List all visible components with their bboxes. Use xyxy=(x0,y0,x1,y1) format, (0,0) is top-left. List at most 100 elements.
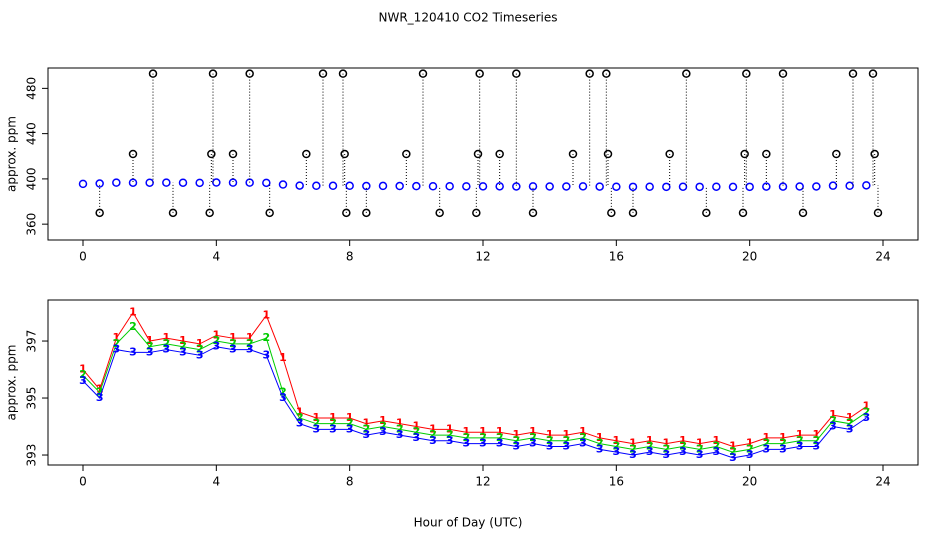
data-point xyxy=(475,69,484,78)
data-marker: 3 xyxy=(729,451,737,464)
data-point xyxy=(678,182,688,191)
data-marker: 3 xyxy=(513,439,521,452)
data-marker: 2 xyxy=(263,331,271,344)
data-marker: 1 xyxy=(629,437,637,450)
data-point xyxy=(495,149,504,159)
data-point xyxy=(128,178,138,187)
data-point xyxy=(578,182,588,191)
data-point xyxy=(528,208,538,218)
plot-area xyxy=(78,69,883,218)
data-marker: 3 xyxy=(346,422,354,435)
data-marker: 2 xyxy=(629,442,637,455)
data-marker: 3 xyxy=(329,422,337,435)
data-marker: 1 xyxy=(813,428,821,441)
data-marker: 2 xyxy=(229,337,237,350)
data-point xyxy=(702,208,711,218)
data-point xyxy=(342,208,351,218)
data-marker: 3 xyxy=(663,448,671,461)
y-tick-label: 393 xyxy=(25,444,39,467)
data-marker: 1 xyxy=(579,425,587,438)
data-point xyxy=(340,149,349,159)
data-marker: 3 xyxy=(129,345,137,358)
x-tick-label: 0 xyxy=(79,475,87,489)
data-marker: 2 xyxy=(79,368,87,381)
data-point xyxy=(862,181,871,190)
data-marker: 3 xyxy=(379,425,387,438)
data-marker: 3 xyxy=(179,345,187,358)
data-point xyxy=(445,182,454,191)
data-marker: 1 xyxy=(196,337,204,350)
data-point xyxy=(228,178,238,187)
data-point xyxy=(78,179,88,189)
data-marker: 3 xyxy=(163,343,171,356)
data-marker: 3 xyxy=(813,439,821,452)
data-marker: 1 xyxy=(329,411,337,424)
data-point xyxy=(328,181,338,191)
data-point xyxy=(362,208,371,218)
data-point xyxy=(628,182,638,192)
data-marker: 3 xyxy=(146,345,154,358)
data-point xyxy=(435,208,444,218)
data-point xyxy=(568,149,578,159)
data-point xyxy=(828,181,838,190)
data-point xyxy=(228,149,238,159)
data-point xyxy=(318,69,328,78)
data-marker: 1 xyxy=(846,411,854,424)
data-marker: 3 xyxy=(829,420,837,433)
data-marker: 1 xyxy=(496,425,504,438)
data-marker: 2 xyxy=(446,428,454,441)
data-marker: 3 xyxy=(596,442,604,455)
data-marker: 2 xyxy=(113,337,121,350)
data-point xyxy=(585,69,594,78)
data-marker: 3 xyxy=(629,448,637,461)
data-point xyxy=(472,208,481,218)
data-marker: 1 xyxy=(279,351,287,364)
data-point xyxy=(312,181,321,191)
series-line xyxy=(82,326,867,453)
data-marker: 1 xyxy=(596,431,604,444)
data-marker: 1 xyxy=(363,417,371,430)
data-marker: 3 xyxy=(113,343,121,356)
x-tick-label: 4 xyxy=(213,250,221,264)
data-point xyxy=(212,178,221,187)
data-point xyxy=(545,182,554,191)
data-point xyxy=(762,149,771,159)
data-marker: 2 xyxy=(379,420,387,433)
data-marker: 3 xyxy=(246,343,254,356)
data-marker: 1 xyxy=(346,411,354,424)
data-point xyxy=(162,178,171,187)
y-tick-label: 480 xyxy=(25,77,39,100)
data-marker: 2 xyxy=(863,405,871,418)
data-marker: 3 xyxy=(363,428,371,441)
data-point xyxy=(168,208,178,218)
data-marker: 2 xyxy=(213,334,221,347)
data-point xyxy=(870,149,879,159)
data-marker: 3 xyxy=(279,391,287,404)
data-point xyxy=(740,149,749,159)
x-tick-label: 12 xyxy=(475,475,490,489)
data-marker: 1 xyxy=(863,400,871,413)
data-point xyxy=(195,178,204,188)
data-marker: 2 xyxy=(329,417,337,430)
data-marker: 1 xyxy=(263,308,271,321)
data-marker: 2 xyxy=(296,411,304,424)
data-marker: 3 xyxy=(696,448,704,461)
data-marker: 3 xyxy=(863,411,871,424)
x-tick-label: 16 xyxy=(609,250,624,264)
data-point xyxy=(812,182,821,191)
data-marker: 1 xyxy=(563,428,571,441)
data-marker: 3 xyxy=(779,442,787,455)
data-marker: 1 xyxy=(379,414,387,427)
data-marker: 2 xyxy=(646,439,654,452)
data-point xyxy=(512,69,521,78)
data-marker: 1 xyxy=(646,434,654,447)
data-marker: 3 xyxy=(613,445,621,458)
data-marker: 1 xyxy=(763,431,771,444)
data-point xyxy=(607,208,616,218)
y-tick-label: 397 xyxy=(25,330,39,353)
data-marker: 1 xyxy=(413,420,421,433)
data-marker: 2 xyxy=(413,425,421,438)
data-marker: 2 xyxy=(279,385,287,398)
